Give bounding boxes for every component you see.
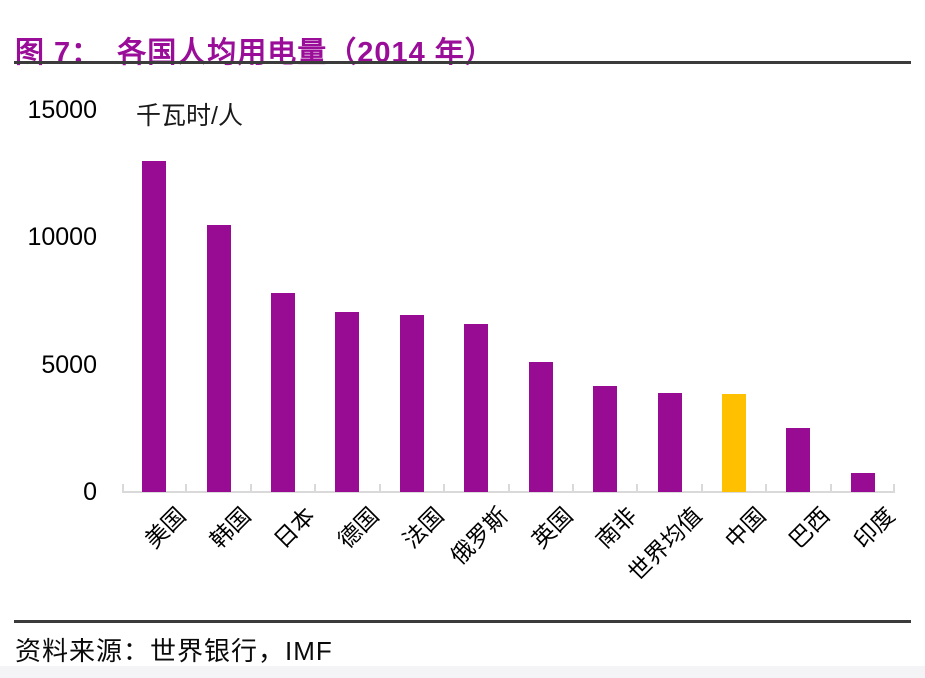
x-label-中国: 中国 bbox=[719, 502, 771, 554]
bar-韩国 bbox=[206, 225, 231, 492]
x-axis-tick bbox=[571, 484, 574, 492]
figure-title-text: 各国人均用电量（2014 年） bbox=[117, 37, 495, 70]
bar-日本 bbox=[271, 293, 296, 492]
bar-美国 bbox=[142, 161, 167, 492]
x-label-美国: 美国 bbox=[139, 502, 191, 554]
x-axis-tick bbox=[700, 484, 703, 492]
x-label-德国: 德国 bbox=[333, 502, 385, 554]
x-axis-tick bbox=[314, 484, 317, 492]
x-axis-line bbox=[122, 491, 895, 493]
x-axis-tick bbox=[765, 484, 768, 492]
plot-area bbox=[122, 110, 895, 493]
x-axis-tick bbox=[636, 484, 639, 492]
bar-法国 bbox=[399, 315, 424, 492]
y-axis-unit-label: 千瓦时/人 bbox=[136, 102, 243, 130]
bar-德国 bbox=[335, 312, 360, 492]
x-axis-tick bbox=[829, 484, 832, 492]
x-axis-tick bbox=[185, 484, 188, 492]
x-label-韩国: 韩国 bbox=[204, 502, 256, 554]
x-label-印度: 印度 bbox=[848, 502, 900, 554]
x-label-日本: 日本 bbox=[268, 502, 320, 554]
footer-divider bbox=[14, 620, 911, 623]
x-axis-tick bbox=[893, 484, 895, 492]
bar-中国 bbox=[721, 394, 746, 492]
bar-巴西 bbox=[786, 428, 811, 492]
y-tick-label: 5000 bbox=[41, 350, 97, 379]
title-divider bbox=[14, 61, 911, 64]
x-axis-tick bbox=[507, 484, 510, 492]
bar-英国 bbox=[528, 362, 553, 492]
x-axis-tick bbox=[443, 484, 446, 492]
x-axis-tick bbox=[122, 484, 124, 492]
x-axis-tick bbox=[378, 484, 381, 492]
x-label-巴西: 巴西 bbox=[784, 502, 836, 554]
bar-俄罗斯 bbox=[464, 324, 489, 492]
figure-number: 图 7： bbox=[15, 37, 102, 70]
bar-印度 bbox=[850, 473, 875, 492]
x-label-英国: 英国 bbox=[526, 502, 578, 554]
source-note: 资料来源：世界银行，IMF bbox=[15, 636, 333, 666]
figure-title: 图 7： 各国人均用电量（2014 年） bbox=[15, 29, 495, 71]
bar-世界均值 bbox=[657, 393, 682, 492]
y-tick-label: 15000 bbox=[27, 96, 97, 124]
page-bottom-edge bbox=[0, 666, 925, 678]
bar-南非 bbox=[593, 386, 618, 492]
y-tick-label: 10000 bbox=[27, 223, 97, 252]
x-label-俄罗斯: 俄罗斯 bbox=[445, 502, 513, 570]
x-axis-tick bbox=[249, 484, 252, 492]
y-tick-label: 0 bbox=[83, 478, 97, 506]
